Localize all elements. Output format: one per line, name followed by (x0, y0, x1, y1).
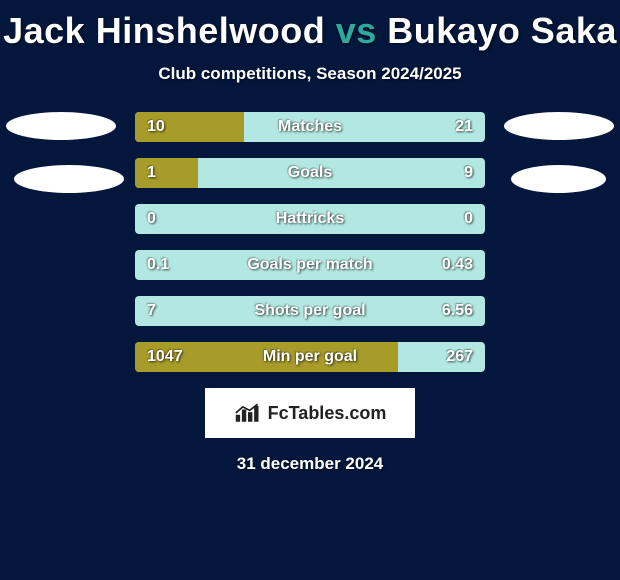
date-text: 31 december 2024 (0, 454, 620, 474)
stat-label: Shots per goal (135, 302, 485, 320)
bars-container: 10Matches21 1Goals9 0Hattricks0 0.1Goals pe… (135, 112, 485, 372)
stat-value-right: 6.56 (442, 302, 473, 320)
bar-fill-left (135, 112, 244, 142)
stat-row: 0Hattricks0 (135, 204, 485, 234)
chart-area: 10Matches21 1Goals9 0Hattricks0 0.1Goals pe… (0, 112, 620, 474)
brand-chart-icon (234, 402, 262, 424)
stat-value-right: 0.43 (442, 256, 473, 274)
stat-row: 1Goals9 (135, 158, 485, 188)
player-left-name: Jack Hinshelwood (3, 10, 325, 51)
stat-row: 7Shots per goal6.56 (135, 296, 485, 326)
player-photo-left-placeholder (14, 165, 124, 193)
subtitle: Club competitions, Season 2024/2025 (0, 64, 620, 84)
bar-fill-left (135, 342, 398, 372)
stat-value-left: 0 (147, 210, 156, 228)
stat-value-right: 21 (455, 118, 473, 136)
page-title: Jack Hinshelwood vs Bukayo Saka (0, 0, 620, 52)
vs-text: vs (336, 10, 388, 51)
stat-value-right: 9 (464, 164, 473, 182)
team-logo-left-placeholder (6, 112, 116, 140)
stat-label: Hattricks (135, 210, 485, 228)
player-right-name: Bukayo Saka (387, 10, 617, 51)
stat-row: 1047Min per goal267 (135, 342, 485, 372)
stat-row: 0.1Goals per match0.43 (135, 250, 485, 280)
brand-text: FcTables.com (268, 403, 387, 424)
team-logo-right-placeholder (504, 112, 614, 140)
stat-value-left: 0.1 (147, 256, 169, 274)
stat-value-right: 0 (464, 210, 473, 228)
stat-label: Goals per match (135, 256, 485, 274)
player-photo-right-placeholder (511, 165, 606, 193)
bar-fill-left (135, 158, 198, 188)
brand-box: FcTables.com (205, 388, 415, 438)
stat-value-left: 7 (147, 302, 156, 320)
stat-value-right: 267 (446, 348, 473, 366)
stat-row: 10Matches21 (135, 112, 485, 142)
